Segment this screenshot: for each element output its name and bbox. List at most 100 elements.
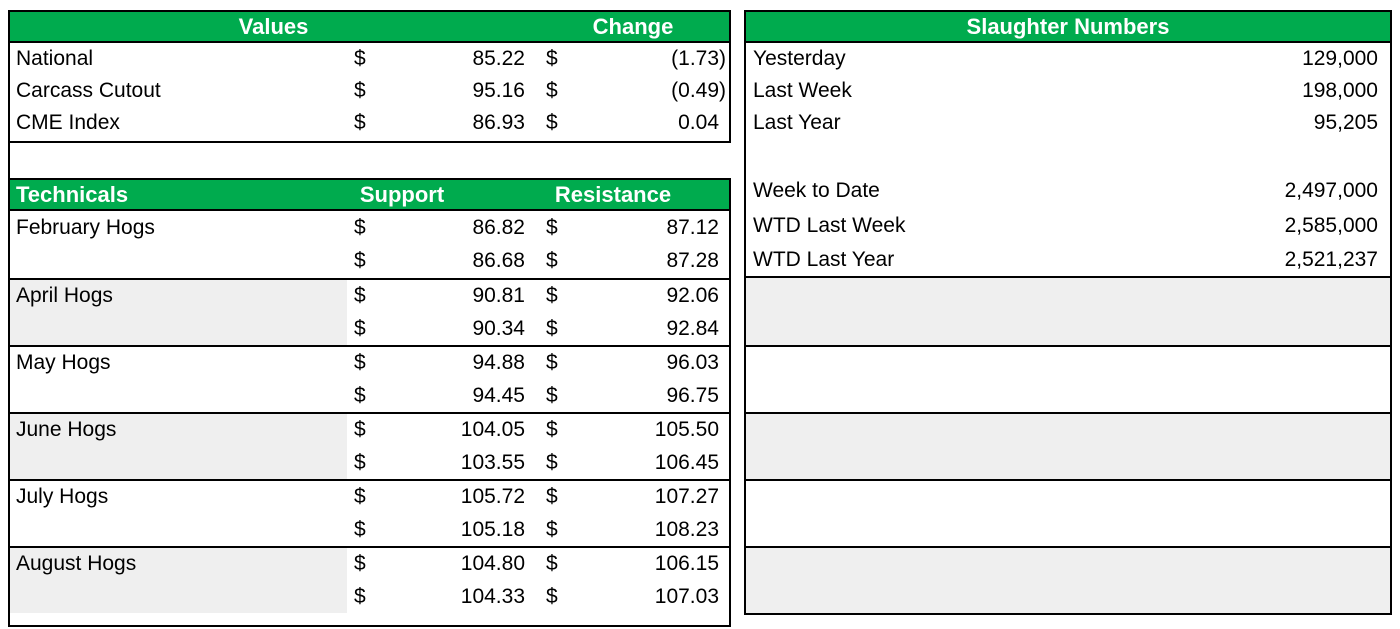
- technicals-group-may-hogs: May Hogs $ 94.88 $ 96.03 $ 94.45 $: [10, 345, 729, 412]
- technicals-row: April Hogs $ 90.81 $ 92.06: [10, 280, 729, 313]
- row-label: Last Week: [753, 79, 852, 102]
- change-cell: $ (1.73): [537, 43, 729, 75]
- dollar-sign: $: [354, 383, 366, 407]
- technicals-group-april-hogs: April Hogs $ 90.81 $ 92.06 $ 90.34 $: [10, 278, 729, 345]
- dollar-sign: $: [546, 79, 558, 102]
- dollar-sign: $: [546, 284, 558, 308]
- technicals-row: February Hogs $ 86.82 $ 87.12: [10, 211, 729, 245]
- resistance-value: 106.45: [654, 450, 719, 474]
- support-value: 94.88: [472, 351, 525, 375]
- dollar-sign: $: [546, 351, 558, 375]
- contract-label: February Hogs: [16, 215, 155, 239]
- row-value: 2,521,237: [1284, 247, 1378, 271]
- row-value: 129,000: [1302, 47, 1378, 70]
- resistance-cell: $ 96.03: [537, 347, 729, 380]
- resistance-cell: $ 106.15: [537, 548, 729, 581]
- dollar-sign: $: [546, 517, 558, 541]
- resistance-value: 108.23: [654, 517, 719, 541]
- resistance-value: 106.15: [654, 552, 719, 576]
- resistance-value: 105.50: [654, 418, 719, 442]
- empty-row-spacer: [8, 143, 731, 178]
- resistance-cell: $ 107.27: [537, 481, 729, 514]
- dollar-sign: $: [354, 284, 366, 308]
- resistance-value: 96.03: [666, 351, 719, 375]
- values-row-carcass-cutout: Carcass Cutout $ 95.16 $ (0.49): [10, 75, 729, 107]
- contract-label-empty: [10, 580, 347, 613]
- dollar-sign: $: [546, 316, 558, 340]
- dollar-sign: $: [354, 111, 366, 134]
- support-cell: $ 103.55: [347, 447, 537, 480]
- technicals-header-label: Technicals: [16, 181, 129, 207]
- change-amount: (1.73): [671, 47, 726, 70]
- resistance-value: 92.06: [666, 284, 719, 308]
- resistance-cell: $ 92.06: [537, 280, 729, 313]
- resistance-cell: $ 87.12: [537, 211, 729, 245]
- technicals-row: May Hogs $ 94.88 $ 96.03: [10, 347, 729, 380]
- change-cell: $ 0.04: [537, 107, 729, 139]
- technicals-row: $ 104.33 $ 107.03: [10, 580, 729, 614]
- row-label: WTD Last Week: [753, 213, 906, 237]
- dollar-sign: $: [354, 249, 366, 273]
- value-cell: $ 85.22: [347, 43, 537, 75]
- dollar-sign: $: [546, 584, 558, 608]
- empty-striped-row: [746, 345, 1390, 412]
- dollar-sign: $: [354, 316, 366, 340]
- contract-label: May Hogs: [16, 351, 111, 375]
- values-header-label: Values: [238, 13, 309, 39]
- contract-label-empty: [10, 446, 347, 479]
- slaughter-row-wtd-last-week: WTD Last Week 2,585,000: [746, 208, 1390, 243]
- contract-label-empty: [10, 312, 347, 345]
- resistance-value: 92.84: [666, 316, 719, 340]
- dollar-sign: $: [354, 47, 366, 70]
- contract-label: June Hogs: [10, 414, 347, 447]
- row-label: WTD Last Year: [753, 247, 895, 271]
- slaughter-row-wtd-last-year: WTD Last Year 2,521,237: [746, 243, 1390, 276]
- contract-label: April Hogs: [10, 280, 347, 313]
- values-table: Values Change National $ 85.22 $ (1.73) …: [8, 10, 731, 143]
- row-label: Last Year: [753, 111, 841, 134]
- slaughter-table-header: Slaughter Numbers: [746, 12, 1390, 43]
- left-panel: Values Change National $ 85.22 $ (1.73) …: [8, 10, 731, 627]
- support-cell: $ 104.80: [347, 548, 537, 581]
- values-table-header: Values Change: [10, 12, 729, 43]
- resistance-cell: $ 92.84: [537, 313, 729, 346]
- contract-label-empty: [10, 514, 347, 547]
- support-cell: $ 105.72: [347, 481, 537, 514]
- value-amount: 85.22: [472, 47, 525, 70]
- support-cell: $ 105.18: [347, 514, 537, 547]
- resistance-value: 107.27: [654, 485, 719, 509]
- resistance-cell: $ 108.23: [537, 514, 729, 547]
- technicals-row: $ 86.68 $ 87.28: [10, 245, 729, 279]
- technicals-group-february-hogs: February Hogs $ 86.82 $ 87.12 $ 86.68 $: [10, 211, 729, 278]
- technicals-row: July Hogs $ 105.72 $ 107.27: [10, 481, 729, 514]
- dollar-sign: $: [354, 351, 366, 375]
- resistance-cell: $ 87.28: [537, 245, 729, 279]
- technicals-group-august-hogs: August Hogs $ 104.80 $ 106.15 $ 104.33 $: [10, 546, 729, 613]
- technicals-row: $ 90.34 $ 92.84: [10, 312, 729, 346]
- slaughter-row-yesterday: Yesterday 129,000: [746, 43, 1390, 75]
- support-cell: $ 86.68: [347, 245, 537, 279]
- support-value: 104.05: [460, 418, 525, 442]
- resistance-value: 87.12: [666, 215, 719, 239]
- technicals-row: $ 103.55 $ 106.45: [10, 446, 729, 480]
- support-value: 86.68: [472, 249, 525, 273]
- support-cell: $ 104.33: [347, 581, 537, 614]
- support-header-label: Support: [359, 181, 445, 207]
- dollar-sign: $: [354, 79, 366, 102]
- technicals-group-june-hogs: June Hogs $ 104.05 $ 105.50 $ 103.55 $: [10, 412, 729, 479]
- change-cell: $ (0.49): [537, 75, 729, 107]
- technicals-table-header: Technicals Support Resistance: [10, 180, 729, 211]
- dollar-sign: $: [546, 111, 558, 134]
- support-value: 105.72: [460, 485, 525, 509]
- dollar-sign: $: [546, 418, 558, 442]
- row-label: Week to Date: [753, 178, 880, 202]
- row-value: 95,205: [1313, 111, 1378, 134]
- support-cell: $ 86.82: [347, 211, 537, 245]
- row-label: Yesterday: [753, 47, 846, 70]
- dollar-sign: $: [354, 450, 366, 474]
- slaughter-header-label: Slaughter Numbers: [966, 13, 1170, 39]
- dollar-sign: $: [546, 383, 558, 407]
- technicals-row: $ 105.18 $ 108.23: [10, 514, 729, 547]
- technicals-table: Technicals Support Resistance February H…: [8, 178, 731, 627]
- resistance-cell: $ 107.03: [537, 581, 729, 614]
